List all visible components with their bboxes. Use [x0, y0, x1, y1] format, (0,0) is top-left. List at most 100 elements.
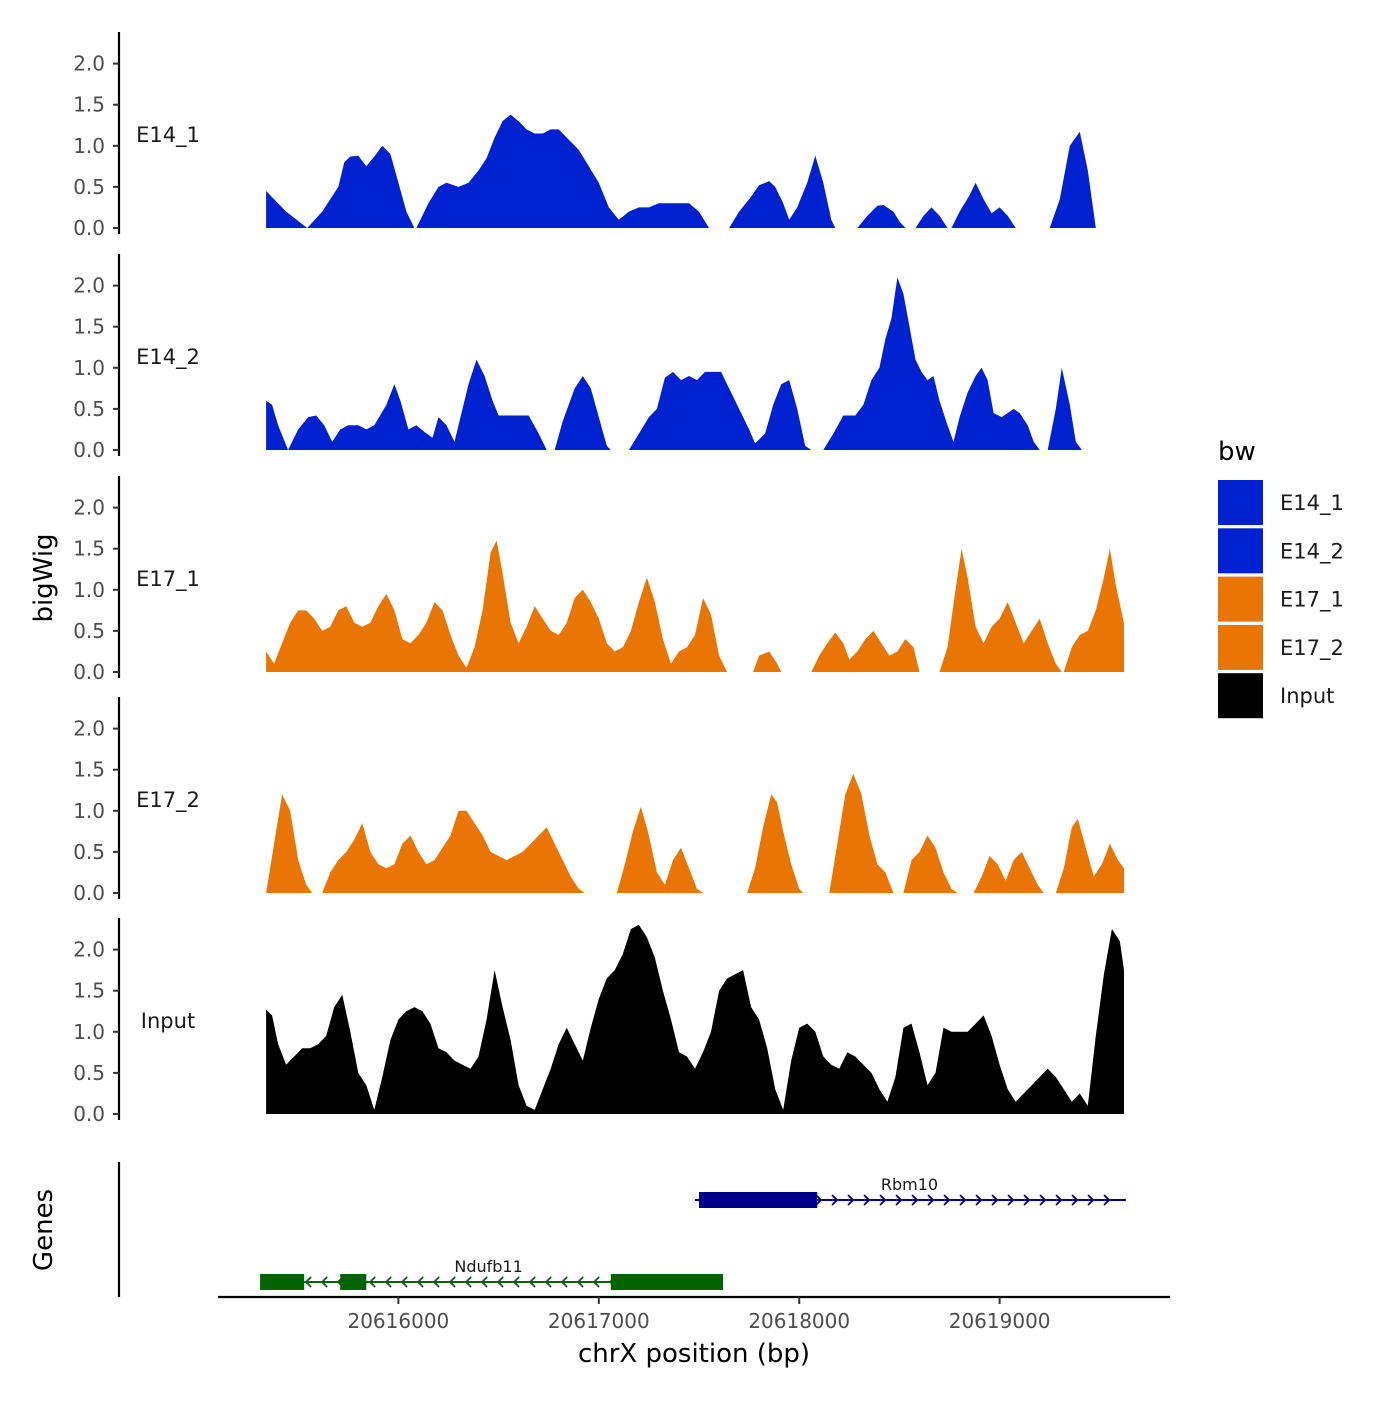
y-tick-label: 2.0	[73, 274, 105, 298]
strand-arrow	[416, 1276, 424, 1288]
track-label-E17_1: E17_1	[136, 567, 200, 592]
legend-swatch-E14_1	[1218, 480, 1263, 525]
area-segment-E14_1	[857, 205, 906, 228]
strand-arrow	[1071, 1194, 1079, 1206]
area-segment-E17_1	[939, 548, 1062, 672]
x-tick-label: 20618000	[748, 1309, 850, 1333]
tracks-layer: 0.0 0.5 1.0 1.5 2.0 E14_1 0.0 0.5 1.0 1.5 2.0 E14_2…	[73, 32, 1125, 1126]
x-axis: 20616000 20617000 20618000 20619000	[218, 1295, 1170, 1333]
strand-arrow	[927, 1194, 935, 1206]
strand-arrow	[528, 1276, 536, 1288]
legend-label-E17_2: E17_2	[1280, 636, 1344, 661]
area-segment-E14_2	[1047, 367, 1082, 450]
strand-arrow	[863, 1194, 871, 1206]
area-segment-E17_2	[747, 794, 804, 893]
y-tick-label: 0.0	[73, 660, 105, 684]
strand-arrow	[1007, 1194, 1015, 1206]
track-label-E17_2: E17_2	[136, 788, 200, 813]
track-E14_2: 0.0 0.5 1.0 1.5 2.0 E14_2	[73, 254, 1082, 462]
legend: bw E14_1 E14_2 E17_1 E17_2 Input	[1218, 437, 1344, 719]
gene-label-Rbm10: Rbm10	[881, 1175, 938, 1194]
legend-swatch-E17_1	[1218, 576, 1263, 622]
area-segment-E17_2	[973, 851, 1044, 893]
area-segment-E17_2	[616, 806, 703, 893]
strand-arrow	[879, 1194, 887, 1206]
legend-swatch-E14_2	[1218, 528, 1263, 574]
legend-label-E14_2: E14_2	[1280, 539, 1344, 564]
strand-arrow	[1023, 1194, 1031, 1206]
y-tick-label: 0.5	[73, 619, 105, 643]
legend-label-E17_1: E17_1	[1280, 588, 1344, 613]
y-tick-label: 1.5	[73, 758, 105, 782]
y-tick-label: 0.0	[73, 1102, 105, 1126]
area-segment-E17_1	[266, 540, 728, 672]
area-segment-E17_2	[322, 810, 585, 893]
y-tick-label: 0.5	[73, 1061, 105, 1085]
y-tick-label: 1.5	[73, 537, 105, 561]
area-segment-E14_1	[951, 182, 1016, 228]
y-tick-label: 1.0	[73, 799, 105, 823]
area-segment-E17_1	[1063, 548, 1124, 672]
y-tick-label: 2.0	[73, 717, 105, 741]
track-Input: 0.0 0.5 1.0 1.5 2.0 Input	[73, 918, 1125, 1126]
x-tick-label: 20619000	[949, 1309, 1051, 1333]
area-segment-E17_2	[266, 794, 313, 893]
y-tick-label: 1.5	[73, 315, 105, 339]
x-tick-label: 20617000	[548, 1309, 650, 1333]
strand-arrow	[464, 1276, 472, 1288]
legend-title: bw	[1218, 437, 1256, 467]
area-segment-E14_2	[628, 371, 812, 450]
strand-arrow	[1087, 1194, 1095, 1206]
y-tick-label: 0.5	[73, 397, 105, 421]
area-segment-E17_2	[829, 773, 894, 893]
gene-exon	[340, 1274, 367, 1290]
genes-layer: Rbm10 Ndufb11	[117, 1162, 1126, 1297]
y-tick-label: 2.0	[73, 52, 105, 76]
y-tick-label: 2.0	[73, 496, 105, 520]
area-segment-E14_2	[554, 376, 611, 450]
gene-exon	[610, 1274, 724, 1290]
strand-arrow	[831, 1194, 839, 1206]
y-tick-label: 1.0	[73, 134, 105, 158]
area-segment-E14_2	[823, 277, 1040, 450]
x-tick-label: 20616000	[347, 1309, 449, 1333]
track-label-Input: Input	[141, 1009, 195, 1033]
track-label-E14_1: E14_1	[136, 123, 200, 148]
area-segment-E14_1	[266, 191, 308, 228]
area-segment-E14_1	[915, 207, 948, 228]
gene-Rbm10: Rbm10	[695, 1175, 1126, 1208]
strand-arrow	[496, 1276, 504, 1288]
track-E17_2: 0.0 0.5 1.0 1.5 2.0 E17_2	[73, 697, 1124, 905]
y-tick-label: 0.0	[73, 216, 105, 240]
legend-label-Input: Input	[1280, 684, 1334, 708]
y-tick-label: 2.0	[73, 938, 105, 962]
strand-arrow	[400, 1276, 408, 1288]
gene-exon	[699, 1192, 818, 1208]
area-segment-E14_2	[288, 359, 547, 450]
area-segment-E17_2	[903, 835, 958, 893]
strand-arrow	[959, 1194, 967, 1206]
strand-arrow	[560, 1276, 568, 1288]
area-segment-E17_1	[753, 651, 782, 672]
track-label-E14_2: E14_2	[136, 345, 200, 370]
area-segment-E14_2	[266, 400, 289, 450]
strand-arrow	[384, 1276, 392, 1288]
gene-label-Ndufb11: Ndufb11	[454, 1257, 522, 1276]
legend-label-E14_1: E14_1	[1280, 491, 1344, 516]
strand-arrow	[1103, 1194, 1111, 1206]
area-segment-Input	[266, 924, 1125, 1114]
strand-arrow	[975, 1194, 983, 1206]
area-segment-E14_1	[416, 114, 709, 228]
strand-arrow	[1055, 1194, 1063, 1206]
strand-arrow	[895, 1194, 903, 1206]
area-segment-E14_1	[1049, 131, 1096, 228]
track-E14_1: 0.0 0.5 1.0 1.5 2.0 E14_1	[73, 32, 1096, 240]
y-axis-title: bigWig	[29, 533, 59, 622]
strand-arrow	[911, 1194, 919, 1206]
area-segment-E17_2	[1055, 819, 1124, 893]
y-tick-label: 1.5	[73, 979, 105, 1003]
y-tick-label: 0.5	[73, 840, 105, 864]
area-segment-E14_1	[729, 155, 836, 228]
